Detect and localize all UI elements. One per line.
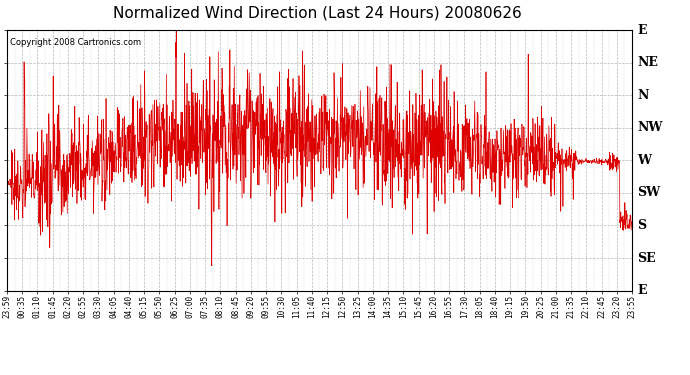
Text: E: E [638, 284, 647, 297]
Text: E: E [638, 24, 647, 36]
Text: Normalized Wind Direction (Last 24 Hours) 20080626: Normalized Wind Direction (Last 24 Hours… [113, 6, 522, 21]
Text: SE: SE [638, 252, 656, 264]
Text: W: W [638, 154, 651, 167]
Text: N: N [638, 88, 649, 102]
Text: NW: NW [638, 121, 663, 134]
Text: NE: NE [638, 56, 658, 69]
Text: SW: SW [638, 186, 661, 200]
Text: S: S [638, 219, 647, 232]
Text: Copyright 2008 Cartronics.com: Copyright 2008 Cartronics.com [10, 38, 141, 47]
